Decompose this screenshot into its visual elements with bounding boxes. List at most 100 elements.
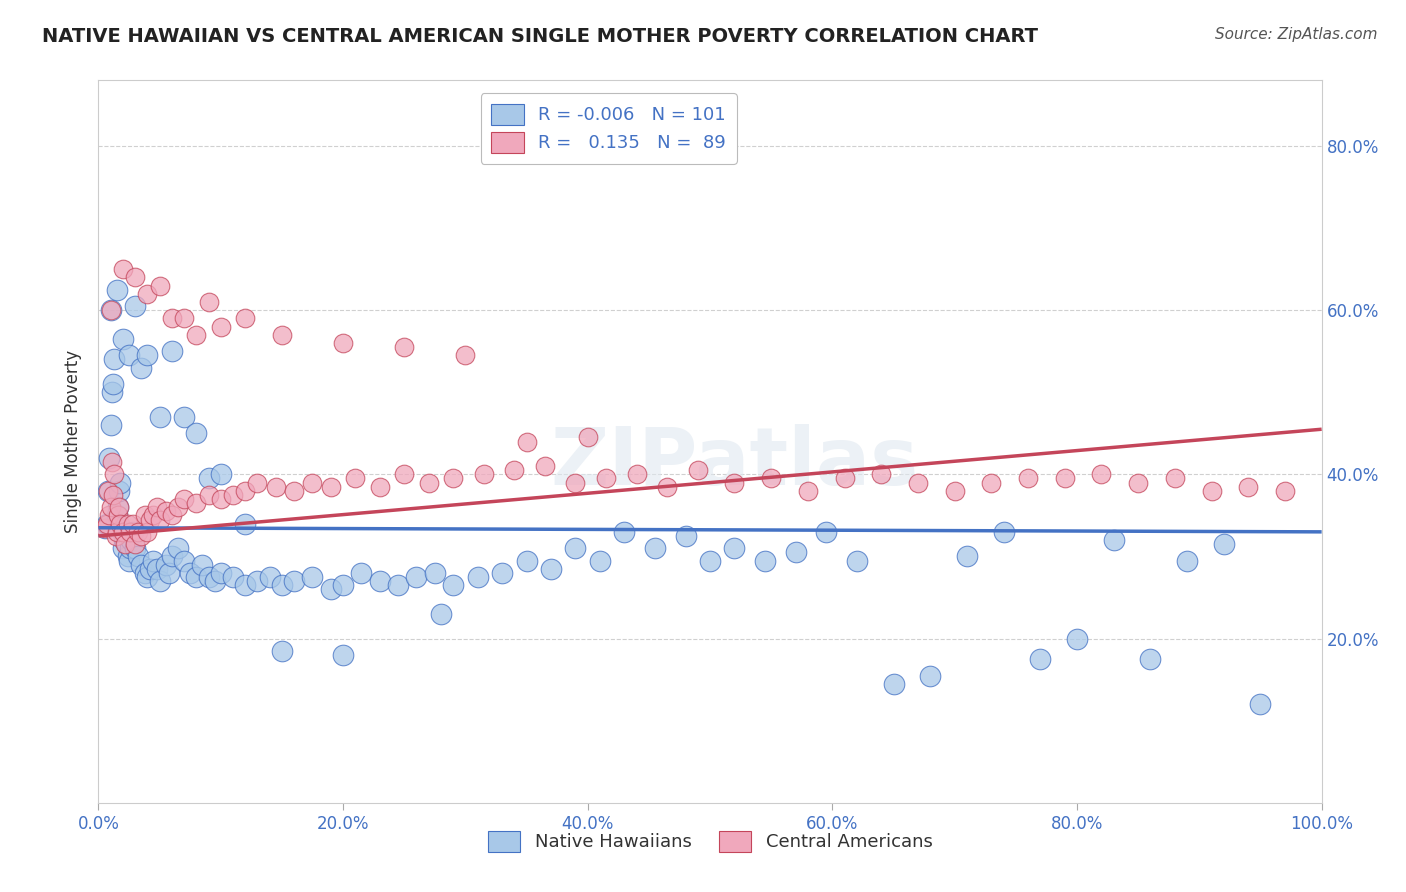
Point bbox=[167, 500, 190, 515]
Point bbox=[270, 578, 294, 592]
Point bbox=[418, 475, 440, 490]
Point bbox=[111, 541, 134, 556]
Point bbox=[907, 475, 929, 490]
Point bbox=[100, 303, 122, 318]
Point bbox=[246, 574, 269, 588]
Point bbox=[943, 483, 966, 498]
Point bbox=[675, 529, 697, 543]
Point bbox=[186, 426, 208, 441]
Point bbox=[754, 553, 776, 567]
Point bbox=[105, 283, 128, 297]
Point bbox=[1090, 467, 1112, 482]
Point bbox=[104, 516, 127, 531]
Point bbox=[191, 558, 214, 572]
Point bbox=[139, 512, 162, 526]
Point bbox=[107, 508, 129, 523]
Point bbox=[392, 340, 416, 354]
Point bbox=[155, 558, 177, 572]
Point bbox=[121, 524, 143, 539]
Point bbox=[173, 409, 195, 424]
Point bbox=[98, 450, 121, 465]
Point bbox=[515, 553, 537, 567]
Point bbox=[124, 270, 146, 285]
Point bbox=[107, 500, 129, 515]
Point bbox=[920, 668, 942, 682]
Point bbox=[146, 500, 169, 515]
Point bbox=[233, 311, 256, 326]
Point bbox=[111, 524, 134, 539]
Point bbox=[101, 385, 124, 400]
Point bbox=[105, 524, 128, 539]
Text: Source: ZipAtlas.com: Source: ZipAtlas.com bbox=[1215, 27, 1378, 42]
Point bbox=[108, 483, 131, 498]
Point bbox=[204, 574, 226, 588]
Point bbox=[155, 504, 177, 518]
Point bbox=[319, 480, 342, 494]
Point bbox=[101, 488, 124, 502]
Point bbox=[209, 319, 232, 334]
Point bbox=[423, 566, 446, 580]
Point bbox=[845, 553, 868, 567]
Point bbox=[118, 553, 141, 567]
Point bbox=[149, 512, 172, 526]
Point bbox=[332, 648, 354, 662]
Point bbox=[1237, 480, 1260, 494]
Y-axis label: Single Mother Poverty: Single Mother Poverty bbox=[65, 350, 83, 533]
Point bbox=[129, 558, 152, 572]
Point bbox=[110, 516, 132, 531]
Point bbox=[259, 570, 281, 584]
Point bbox=[124, 537, 146, 551]
Point bbox=[283, 574, 305, 588]
Point bbox=[160, 549, 183, 564]
Point bbox=[233, 578, 256, 592]
Point bbox=[993, 524, 1015, 539]
Point bbox=[1274, 483, 1296, 498]
Point bbox=[93, 521, 115, 535]
Point bbox=[100, 418, 122, 433]
Point bbox=[467, 570, 489, 584]
Point bbox=[344, 471, 367, 485]
Point bbox=[1164, 471, 1187, 485]
Point bbox=[686, 463, 709, 477]
Point bbox=[797, 483, 820, 498]
Point bbox=[644, 541, 666, 556]
Point bbox=[97, 483, 120, 498]
Point bbox=[222, 488, 245, 502]
Point bbox=[100, 303, 122, 318]
Point bbox=[124, 299, 146, 313]
Point bbox=[1139, 652, 1161, 666]
Point bbox=[350, 566, 373, 580]
Point bbox=[136, 286, 159, 301]
Point bbox=[332, 578, 354, 592]
Point bbox=[96, 516, 118, 531]
Point bbox=[173, 553, 195, 567]
Point bbox=[723, 475, 745, 490]
Point bbox=[319, 582, 342, 597]
Point bbox=[301, 475, 323, 490]
Point bbox=[134, 566, 156, 580]
Point bbox=[980, 475, 1002, 490]
Point bbox=[503, 463, 526, 477]
Point bbox=[815, 524, 838, 539]
Point bbox=[870, 467, 893, 482]
Point bbox=[115, 537, 138, 551]
Point bbox=[120, 524, 142, 539]
Point bbox=[515, 106, 537, 120]
Point bbox=[112, 533, 135, 547]
Point bbox=[142, 508, 165, 523]
Point bbox=[117, 516, 139, 531]
Point bbox=[142, 553, 165, 567]
Point bbox=[834, 471, 856, 485]
Point bbox=[120, 533, 142, 547]
Point bbox=[564, 541, 586, 556]
Point bbox=[100, 500, 122, 515]
Point bbox=[270, 644, 294, 658]
Point bbox=[785, 545, 807, 559]
Point bbox=[1053, 471, 1076, 485]
Point bbox=[186, 327, 208, 342]
Point bbox=[103, 467, 125, 482]
Point bbox=[1017, 471, 1039, 485]
Point bbox=[209, 491, 232, 506]
Point bbox=[233, 516, 256, 531]
Point bbox=[1066, 632, 1088, 646]
